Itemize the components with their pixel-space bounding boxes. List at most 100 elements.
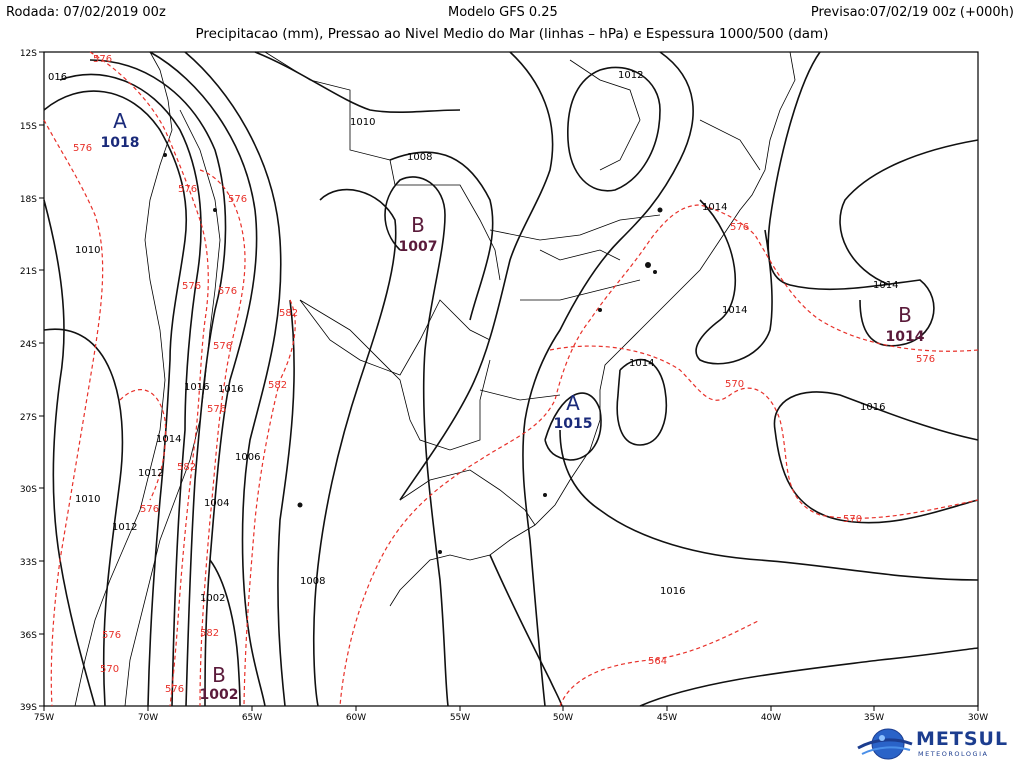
isobar <box>839 139 979 286</box>
thickness-label: 576 <box>178 184 197 195</box>
pressure-center-high-1015: A 1015 <box>554 391 593 432</box>
pressure-center-high-1018: A 1018 <box>101 109 140 151</box>
isobar-label: 1010 <box>350 117 375 128</box>
isobar-label: 1012 <box>138 468 163 479</box>
isobars <box>43 51 979 707</box>
lon-tick: 40W <box>761 713 781 723</box>
isobar <box>89 59 227 707</box>
lat-tick: 21S <box>20 267 37 277</box>
model-label: Modelo GFS 0.25 <box>448 5 558 20</box>
pressure-center-low-1007: B 1007 <box>399 213 438 255</box>
isobar <box>312 188 397 707</box>
tick-marks <box>39 51 979 711</box>
isobar <box>559 429 979 581</box>
lon-tick: 50W <box>553 713 573 723</box>
pressure-center-value: 1018 <box>101 135 140 151</box>
thickness-label: 582 <box>268 380 287 391</box>
brazil-state-borders <box>479 59 761 401</box>
isobar <box>773 391 979 524</box>
thickness-line <box>43 119 104 707</box>
isobar <box>149 51 258 707</box>
thickness-label: 576 <box>213 341 232 352</box>
thickness-label: 576 <box>730 222 749 233</box>
run-time-label: Rodada: 07/02/2019 00z <box>6 5 166 20</box>
thickness-label: 576 <box>228 194 247 205</box>
lon-tick: 55W <box>450 713 470 723</box>
thickness-label: 576 <box>916 354 935 365</box>
isobar <box>489 554 563 707</box>
thickness-line <box>559 619 761 707</box>
isobar <box>767 51 935 347</box>
isobar <box>59 73 202 707</box>
thickness-label: 576 <box>182 281 201 292</box>
thickness-line <box>339 204 979 707</box>
isobar-label: 1004 <box>204 498 229 509</box>
thickness-line <box>243 299 296 707</box>
isobar-label: 1014 <box>629 358 654 369</box>
isobar-label: 1008 <box>300 576 325 587</box>
thickness-label: 576 <box>93 54 112 65</box>
thickness-labels: 576 576 576 576 576 576 576 576 582 582 … <box>73 54 935 695</box>
latitude-axis: 12S 15S 18S 21S 24S 27S 30S 33S 36S 39S <box>20 49 37 713</box>
thickness-label: 570 <box>843 514 862 525</box>
thickness-label: 582 <box>177 462 196 473</box>
south-america-east-coast <box>389 51 796 607</box>
pressure-center-letter: A <box>113 109 127 133</box>
isobar-label: 1014 <box>873 280 898 291</box>
pressure-center-low-1002: B 1002 <box>200 663 239 703</box>
lon-tick: 65W <box>242 713 262 723</box>
isobar <box>695 199 773 365</box>
precipitation-marks <box>163 153 663 554</box>
thickness-line <box>549 345 979 519</box>
isobar-label: 1016 <box>218 384 243 395</box>
logo-subtitle: METEOROLOGIA <box>918 750 989 758</box>
pressure-center-low-1014: B 1014 <box>886 303 925 345</box>
thickness-label: 576 <box>102 630 121 641</box>
lon-tick: 60W <box>346 713 366 723</box>
isobar-label: 1014 <box>156 434 181 445</box>
lon-tick: 45W <box>657 713 677 723</box>
isobar <box>522 51 694 707</box>
isobar <box>184 51 282 707</box>
lat-tick: 12S <box>20 49 37 59</box>
isobar <box>544 392 602 461</box>
thickness-label: 576 <box>165 684 184 695</box>
thickness-label: 582 <box>200 628 219 639</box>
isobar-label: 1010 <box>75 245 100 256</box>
isobar-label: 1002 <box>200 593 225 604</box>
isobar-label: 1008 <box>407 152 432 163</box>
thickness-lines <box>43 51 979 707</box>
andes-border <box>124 109 221 707</box>
isobar-label: 1016 <box>860 402 885 413</box>
isobar <box>43 90 188 707</box>
lat-tick: 15S <box>20 122 37 132</box>
isobar-label: 1012 <box>112 522 137 533</box>
lat-tick: 27S <box>20 413 37 423</box>
isobar-label: 1016 <box>660 586 685 597</box>
lat-tick: 30S <box>20 485 37 495</box>
isobar-label: 1012 <box>618 70 643 81</box>
isobar <box>567 66 661 192</box>
lon-tick: 75W <box>34 713 54 723</box>
lat-tick: 39S <box>20 703 37 713</box>
thickness-label: 564 <box>648 656 667 667</box>
isobar-label: 1014 <box>702 202 727 213</box>
longitude-axis: 75W 70W 65W 60W 55W 50W 45W 40W 35W 30W <box>34 713 988 723</box>
isobar <box>616 358 667 446</box>
map-subtitle: Precipitacao (mm), Pressao ao Nivel Medi… <box>195 26 829 42</box>
thickness-label: 576 <box>140 504 159 515</box>
isobar-label: 1016 <box>184 382 209 393</box>
pressure-center-value: 1014 <box>886 329 925 345</box>
thickness-label: 576 <box>218 286 237 297</box>
paraguay-border <box>299 299 491 376</box>
isobar <box>639 647 979 707</box>
lat-tick: 36S <box>20 631 37 641</box>
uruguay-border <box>399 469 536 526</box>
isobar <box>254 51 461 114</box>
thickness-label: 576 <box>73 143 92 154</box>
lon-tick: 70W <box>138 713 158 723</box>
argentina-border <box>299 299 491 451</box>
isobar-label: 1014 <box>722 305 747 316</box>
lat-tick: 18S <box>20 195 37 205</box>
